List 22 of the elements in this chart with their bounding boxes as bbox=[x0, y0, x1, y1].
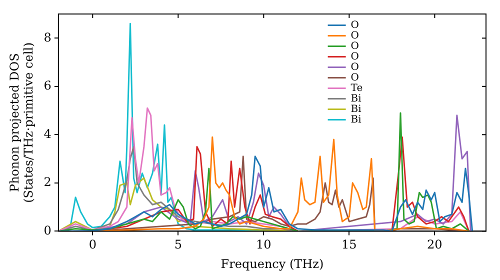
y-tick-label: 6 bbox=[44, 78, 52, 93]
legend-label: Te bbox=[350, 82, 363, 94]
legend-label: O bbox=[350, 62, 360, 73]
y-tick-label: 8 bbox=[44, 30, 52, 44]
legend-label: O bbox=[350, 30, 360, 42]
legend-label: O bbox=[350, 72, 360, 84]
legend-label: O bbox=[350, 40, 360, 52]
x-tick-label: 15 bbox=[342, 238, 357, 252]
y-tick-label: 4 bbox=[44, 126, 52, 141]
legend-label: O bbox=[350, 20, 360, 31]
x-tick-label: 0 bbox=[88, 238, 96, 252]
x-tick-label: 10 bbox=[256, 238, 272, 252]
y-tick-label: 0 bbox=[44, 223, 52, 238]
x-axis-title: Frequency (THz) bbox=[220, 256, 324, 271]
legend-label: O bbox=[350, 51, 360, 62]
x-tick-label: 5 bbox=[174, 238, 182, 252]
y-tick-label: 2 bbox=[44, 175, 52, 190]
legend-label: Bi bbox=[350, 104, 362, 115]
x-tick-label: 20 bbox=[427, 238, 442, 252]
legend-label: Bi bbox=[350, 93, 362, 104]
legend-label: Bi bbox=[350, 114, 362, 126]
y-axis-title: Phonon projected DOS (States/THz·primitive cell) bbox=[7, 42, 36, 203]
